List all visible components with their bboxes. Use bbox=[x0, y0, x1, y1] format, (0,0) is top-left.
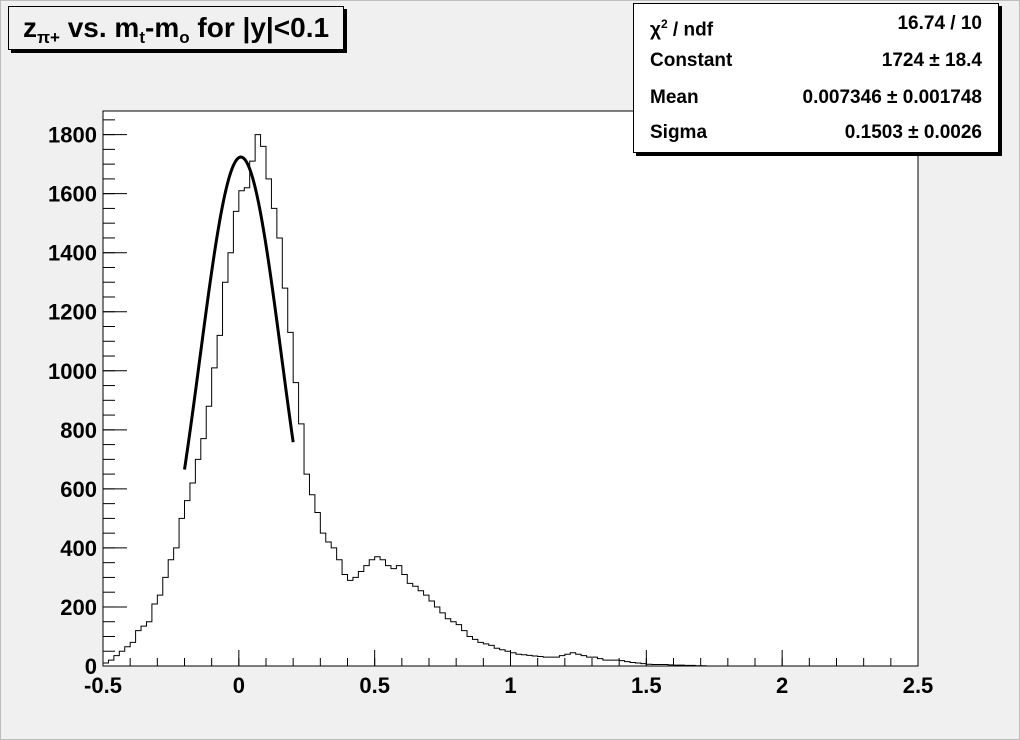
title-z-subscript: π+ bbox=[37, 28, 60, 47]
constant-value: 1724 ± 18.4 bbox=[881, 50, 982, 71]
x-tick-label: 1.5 bbox=[631, 673, 662, 698]
y-tick-label: 0 bbox=[85, 654, 97, 679]
constant-label: Constant bbox=[650, 50, 733, 71]
chi2-label: χ2 / ndf bbox=[650, 9, 713, 45]
sigma-label: Sigma bbox=[650, 122, 708, 143]
title-tail: for |y|<0.1 bbox=[189, 12, 330, 43]
x-tick-label: 1 bbox=[504, 673, 516, 698]
stats-row-constant: Constant 1724 ± 18.4 bbox=[650, 46, 982, 76]
title-z: z bbox=[23, 12, 37, 43]
chi2-symbol: χ bbox=[650, 19, 661, 41]
y-tick-label: 600 bbox=[60, 477, 97, 502]
chi2-value: 16.74 / 10 bbox=[897, 13, 982, 34]
stats-row-mean: Mean 0.007346 ± 0.001748 bbox=[650, 83, 982, 113]
x-tick-label: 2.5 bbox=[903, 673, 934, 698]
x-tick-label: 0 bbox=[233, 673, 245, 698]
y-tick-label: 1600 bbox=[48, 182, 97, 207]
y-tick-label: 1200 bbox=[48, 300, 97, 325]
gaussian-fit-curve bbox=[183, 155, 295, 470]
fit-statistics-box: χ2 / ndf 16.74 / 10 Constant 1724 ± 18.4… bbox=[633, 3, 999, 153]
y-tick-label: 1800 bbox=[48, 123, 97, 148]
mean-value: 0.007346 ± 0.001748 bbox=[802, 87, 982, 108]
mean-label: Mean bbox=[650, 87, 699, 108]
stats-row-chi2: χ2 / ndf 16.74 / 10 bbox=[650, 9, 982, 40]
title-dash: -m bbox=[145, 12, 180, 43]
histogram-line bbox=[102, 134, 707, 667]
chi2-superscript: 2 bbox=[660, 17, 668, 31]
y-tick-label: 1400 bbox=[48, 241, 97, 266]
y-tick-label: 800 bbox=[60, 418, 97, 443]
title-o-subscript: o bbox=[179, 28, 190, 47]
x-tick-label: -0.5 bbox=[84, 673, 122, 698]
x-tick-label: 2 bbox=[776, 673, 788, 698]
title-mid: vs. m bbox=[59, 12, 140, 43]
axis-tick-labels: -0.5 0 0.5 1 1.5 2 2.5020040060080010001200140… bbox=[48, 123, 933, 698]
chi2-ndf-text: / ndf bbox=[667, 19, 714, 41]
y-tick-label: 400 bbox=[60, 536, 97, 561]
stats-row-sigma: Sigma 0.1503 ± 0.0026 bbox=[650, 118, 982, 148]
chart-title: zπ+ vs. mt-mo for |y|<0.1 bbox=[8, 6, 345, 50]
x-tick-label: 0.5 bbox=[359, 673, 390, 698]
y-tick-label: 200 bbox=[60, 595, 97, 620]
y-tick-label: 1000 bbox=[48, 359, 97, 384]
sigma-value: 0.1503 ± 0.0026 bbox=[844, 122, 982, 143]
title-t-subscript: t bbox=[139, 28, 146, 47]
